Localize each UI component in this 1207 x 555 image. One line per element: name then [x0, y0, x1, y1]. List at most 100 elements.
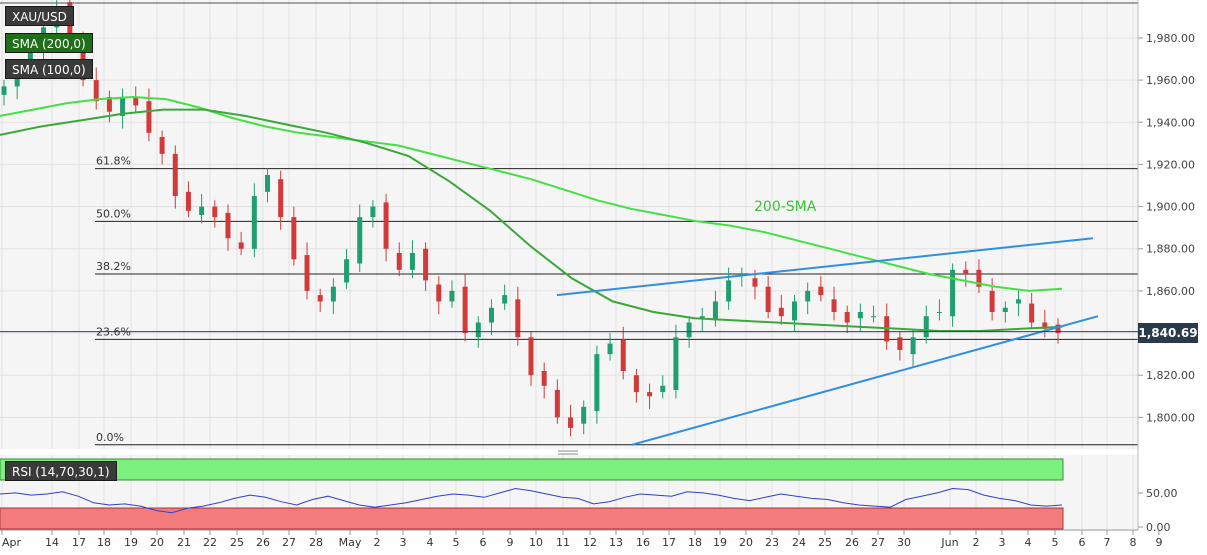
- candle-body: [541, 371, 547, 386]
- date-tick-label: 6: [1079, 536, 1086, 549]
- candle-body: [528, 337, 534, 376]
- candle-body: [712, 301, 718, 321]
- fib-label: 50.0%: [96, 207, 131, 220]
- price-tick-label: 1,880.00: [1146, 243, 1195, 256]
- date-tick-label: 25: [818, 536, 832, 549]
- pane-divider-handle[interactable]: [558, 450, 578, 455]
- candle-body: [212, 206, 218, 218]
- date-tick-label: 13: [609, 536, 623, 549]
- candle-body: [1002, 307, 1008, 312]
- candle-body: [409, 252, 415, 270]
- candle-body: [568, 417, 574, 428]
- candle-body: [291, 217, 297, 260]
- date-tick-label: 5: [453, 536, 460, 549]
- price-tick-label: 1,800.00: [1146, 411, 1195, 424]
- date-tick-label: 12: [583, 536, 597, 549]
- candle-body: [976, 269, 982, 287]
- rsi-line: [0, 487, 1063, 514]
- candle-body: [1015, 299, 1021, 304]
- date-tick-label: 18: [97, 536, 111, 549]
- rsi-oversold-zone: [0, 507, 1064, 530]
- candle-body: [488, 307, 494, 323]
- candle-body: [871, 316, 877, 318]
- candle-body: [515, 299, 521, 338]
- candle-body: [251, 196, 257, 249]
- candle-body: [423, 248, 429, 281]
- date-tick-label: 17: [72, 536, 86, 549]
- candle-body: [910, 337, 916, 355]
- candle-body: [594, 354, 600, 412]
- date-tick-label: 7: [1104, 536, 1111, 549]
- date-tick-label: 22: [203, 536, 217, 549]
- candle-body: [475, 322, 481, 338]
- date-tick-label: 4: [1025, 536, 1032, 549]
- candle-body: [831, 299, 837, 312]
- candle-body: [792, 301, 797, 321]
- date-tick-label: 26: [256, 536, 270, 549]
- date-tick-label: 2: [374, 536, 381, 549]
- date-tick-label: 8: [1130, 536, 1137, 549]
- price-tick-label: 1,920.00: [1146, 158, 1195, 171]
- candle-body: [278, 179, 284, 218]
- date-tick-label: 11: [556, 536, 570, 549]
- rsi-tick-label: 0.00: [1146, 521, 1171, 534]
- date-tick-label: Apr: [2, 536, 22, 549]
- candle-body: [330, 286, 336, 302]
- price-tick-label: 1,960.00: [1146, 74, 1195, 87]
- candle-body: [146, 101, 152, 133]
- candle-body: [805, 290, 811, 302]
- candle-body: [554, 389, 560, 418]
- candle-body: [159, 137, 165, 154]
- candle-body: [396, 252, 402, 270]
- lower-trendline: [631, 315, 1099, 446]
- candle-body: [923, 316, 929, 338]
- chart-annotations: 200-SMA: [754, 199, 817, 215]
- date-tick-label: 27: [871, 536, 885, 549]
- candle-body: [778, 307, 784, 317]
- fibonacci-levels: 61.8%50.0%38.2%23.6%0.0%: [95, 155, 1138, 446]
- candle-body: [185, 191, 191, 211]
- date-tick-label: 9: [1156, 536, 1163, 549]
- date-tick-label: 10: [529, 536, 543, 549]
- candle-body: [950, 269, 956, 317]
- candle-body: [752, 278, 758, 287]
- price-tick-label: 1,980.00: [1146, 32, 1195, 45]
- candle-body: [660, 385, 666, 393]
- candle-body: [581, 406, 587, 424]
- date-tick-label: 17: [662, 536, 676, 549]
- price-tick-label: 1,820.00: [1146, 369, 1195, 382]
- candle-body: [1, 86, 7, 95]
- date-tick-label: 19: [124, 536, 138, 549]
- candle-body: [449, 290, 455, 302]
- candle-body: [106, 96, 112, 112]
- rsi-series: [0, 487, 1063, 514]
- price-tick-label: 1,860.00: [1146, 285, 1195, 298]
- candle-body: [265, 174, 270, 192]
- horizontal-grid: [0, 37, 1138, 418]
- legend-sma-100: SMA (100,0): [5, 59, 93, 79]
- candle-body: [172, 153, 178, 197]
- price-tick-label: 1,900.00: [1146, 201, 1195, 214]
- trendlines: [556, 237, 1099, 446]
- date-tick-label: 18: [688, 536, 702, 549]
- candle-body: [133, 96, 139, 106]
- candle-body: [633, 375, 639, 393]
- date-tick-label: 16: [636, 536, 650, 549]
- candle-body: [726, 280, 732, 302]
- candle-body: [357, 217, 363, 264]
- date-tick-label: 14: [45, 536, 59, 549]
- candle-body: [436, 284, 442, 302]
- rsi-tick-label: 50.00: [1146, 487, 1178, 500]
- fib-label: 0.0%: [96, 431, 124, 444]
- candle-body: [818, 286, 824, 296]
- date-axis: Apr 14 17 18 19 20 21 22 25 26 27 28 May 2 3 4 5 6 9 10 11 12…: [0, 529, 1163, 549]
- candle-body: [383, 202, 389, 249]
- candle-body: [989, 290, 995, 312]
- legend-rsi: RSI (14,70,30,1): [5, 461, 117, 481]
- date-tick-label: 2: [973, 536, 980, 549]
- date-tick-label: 20: [739, 536, 753, 549]
- candle-body: [857, 311, 863, 319]
- date-tick-label: 23: [765, 536, 779, 549]
- candle-body: [647, 392, 653, 397]
- legend-instrument: XAU/USD: [5, 6, 74, 26]
